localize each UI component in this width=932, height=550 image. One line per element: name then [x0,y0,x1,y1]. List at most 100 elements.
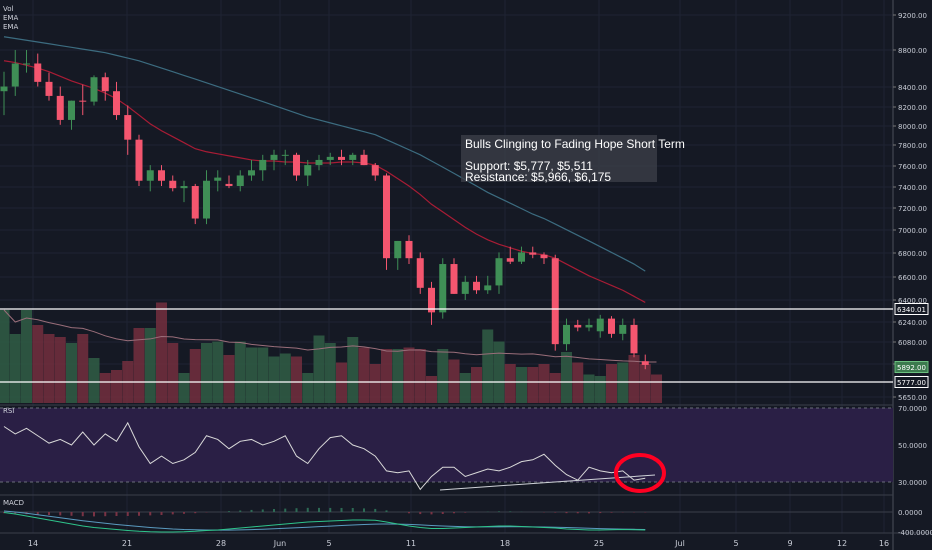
price-tick-label: 9200.00 [898,12,927,20]
candle-body [124,115,132,140]
ema-fast-line [3,60,646,303]
x-tick-label: 9 [787,539,792,548]
volume-bar [448,359,460,403]
volume-bar [561,352,572,403]
rsi-tick-label: 70.0000 [898,405,927,413]
volume-bar [246,347,257,403]
volume-bar [77,334,89,403]
volume-bar [594,376,606,403]
candle-body [304,165,312,176]
price-tick-label: 8000.00 [898,123,927,131]
volume-label: Vol [3,5,14,13]
volume-bar [43,334,55,403]
volume-bar [21,310,32,403]
candle-body [34,63,42,82]
volume-bar [234,341,246,403]
analysis-annotation[interactable]: Bulls Clinging to Fading Hope Short Term… [461,135,685,183]
candle-body [371,165,379,176]
price-tick-label: 7200.00 [898,205,927,213]
candle-body [259,159,267,171]
candle-body [608,318,615,334]
price-tick-label: 7000.00 [898,227,927,235]
candle-body [473,281,480,291]
candle-body [416,258,424,288]
volume-bar [392,349,404,403]
candle-body [90,77,98,102]
candle-body [281,154,289,156]
volume-bar [291,356,302,403]
x-tick-label: Jul [674,539,685,548]
highlight-circle [614,453,666,493]
macd-line [3,512,646,533]
volume-bar [324,343,336,403]
candle-body [439,264,447,313]
candle-body [383,175,390,259]
volume-bar [651,374,662,403]
candle-body [214,177,222,181]
volume-bar [369,364,381,403]
candle-body [461,281,469,294]
volume-bar [54,337,66,403]
volume-bar [144,328,156,403]
candle-body [191,186,199,219]
price-label-box [894,361,929,373]
price-tick-label: 7800.00 [898,142,927,150]
x-tick-label: 14 [28,539,38,548]
candle-body [641,361,649,365]
candle-body [394,240,402,259]
price-tick-label: 7400.00 [898,184,927,192]
volume-bar [403,347,415,403]
candle-body [270,154,278,160]
price-label: 5777.00 [897,379,926,387]
volume-bar [111,370,122,403]
volume-bar [302,373,314,403]
rsi-tick-label: 30.0000 [898,479,927,487]
price-label-box [894,303,929,315]
volume-bar [482,329,494,403]
volume-bar [336,362,347,403]
price-tick-label: 6800.00 [898,250,927,258]
volume-bar [471,367,482,403]
x-tick-label: 12 [837,539,847,548]
candle-body [101,77,109,92]
macd-label: MACD [3,499,24,507]
candle-body [551,258,559,345]
volume-bar [0,310,10,403]
volume-bar [572,362,584,403]
candle-body [56,95,64,120]
candle-body [315,159,323,166]
candle-body [146,170,154,181]
candle-body [11,63,19,87]
volume-bar [381,349,392,403]
volume-bar [358,347,370,403]
volume-bar [66,343,77,403]
volume-bar [426,376,437,403]
ema-slow-line [3,36,646,272]
candle-body [349,154,357,160]
annotation-title: Bulls Clinging to Fading Hope Short Term [465,137,685,151]
support-text: Support: $5,777, $5,511 [465,159,593,173]
price-tick-label: 5650.00 [898,394,927,402]
price-label: 6340.01 [897,306,926,314]
volume-bar [32,325,44,403]
candle-body [45,81,53,96]
price-tick-label: 6080.00 [898,339,927,347]
volume-bar [437,349,449,403]
candle-body [135,139,143,181]
price-tick-label: 8400.00 [898,84,927,92]
candle-body [203,180,210,219]
candle-body [619,324,627,334]
x-tick-label: 16 [879,539,889,548]
volume-bar [268,356,280,403]
price-tick-label: 7600.00 [898,163,927,171]
volume-bar [313,335,325,403]
volume-bar [133,328,145,403]
candle-body [113,91,120,116]
volume-bar [504,364,516,403]
volume-bar [88,358,100,403]
x-tick-label: 5 [326,539,331,548]
candle-body [23,63,30,65]
volume-bar [178,373,190,403]
candle-body [529,252,537,255]
